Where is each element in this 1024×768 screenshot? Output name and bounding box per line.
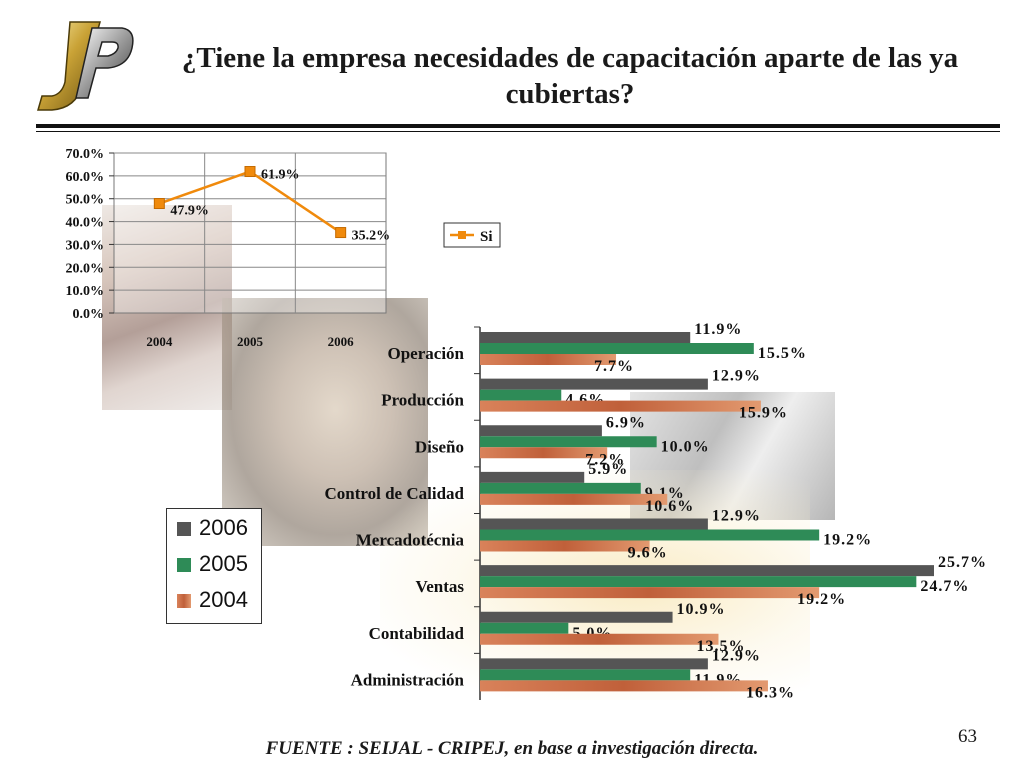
bar-2005	[480, 482, 641, 494]
background-photo-girl	[102, 205, 232, 410]
bar-2006	[480, 471, 585, 483]
bar-2005	[480, 529, 820, 541]
bar-category-label: Contabilidad	[369, 624, 465, 643]
bar-data-label: 7.7%	[594, 358, 634, 375]
title-rule-thin	[36, 131, 1000, 132]
bar-data-label: 24.7%	[920, 578, 969, 595]
bar-2004	[480, 354, 617, 365]
bar-category-label: Administración	[351, 670, 465, 689]
line-x-tick-label: 2005	[237, 334, 264, 349]
line-legend-label: Si	[480, 229, 493, 245]
bar-2006	[480, 518, 708, 530]
bar-category-label: Operación	[388, 344, 465, 363]
bar-2005	[480, 669, 691, 681]
bar-data-label: 15.5%	[758, 345, 807, 362]
title-rule-thick	[36, 124, 1000, 128]
bar-2004	[480, 540, 650, 552]
line-y-tick-label: 40.0%	[66, 216, 105, 231]
bar-2005	[480, 436, 657, 448]
bar-category-label: Mercadotécnia	[356, 531, 465, 550]
bar-2006	[480, 658, 708, 670]
bar-2006	[480, 611, 673, 623]
line-y-tick-label: 20.0%	[66, 261, 105, 276]
bar-category-label: Producción	[381, 391, 464, 410]
bar-data-label: 15.9%	[739, 405, 788, 422]
line-y-tick-label: 0.0%	[73, 307, 105, 322]
line-point	[244, 166, 256, 178]
bar-2006	[480, 425, 602, 437]
legend-label-2005: 2005	[199, 551, 248, 576]
bar-data-label: 12.9%	[712, 368, 761, 385]
bar-category-label: Ventas	[416, 577, 465, 596]
bar-data-label: 19.2%	[823, 532, 872, 549]
bar-chart-legend: 2006 2005 2004	[166, 508, 262, 624]
bar-2005	[480, 622, 569, 634]
line-legend-marker	[458, 231, 466, 239]
legend-swatch-2004	[177, 594, 191, 609]
bar-data-label: 11.9%	[694, 321, 742, 338]
slide-title: ¿Tiene la empresa necesidades de capacit…	[181, 42, 959, 110]
line-x-tick-label: 2004	[146, 334, 173, 349]
bar-data-label: 9.6%	[628, 545, 668, 562]
legend-label-2006: 2006	[199, 515, 248, 540]
bar-2006	[480, 565, 934, 577]
bar-2005	[480, 389, 562, 401]
line-y-tick-label: 60.0%	[66, 170, 105, 185]
bar-data-label: 10.6%	[645, 498, 694, 515]
bar-data-label: 6.9%	[606, 414, 646, 431]
line-data-label: 35.2%	[352, 229, 391, 244]
legend-swatch-2005	[177, 558, 191, 573]
bar-2004	[480, 680, 768, 692]
line-y-tick-label: 30.0%	[66, 238, 105, 253]
bar-2006	[480, 378, 708, 390]
legend-label-2004: 2004	[199, 587, 248, 612]
bar-data-label: 19.2%	[797, 591, 846, 608]
line-y-tick-label: 50.0%	[66, 193, 105, 208]
bar-2004	[480, 447, 608, 459]
source-note: FUENTE : SEIJAL - CRIPEJ, en base a inve…	[265, 738, 759, 759]
line-y-tick-label: 70.0%	[66, 147, 105, 162]
bar-data-label: 12.9%	[712, 508, 761, 525]
line-point	[153, 198, 165, 210]
line-y-tick-label: 10.0%	[66, 284, 105, 299]
line-point	[335, 227, 347, 239]
legend-item-2004: 2004	[177, 587, 248, 617]
bar-2006	[480, 332, 691, 343]
bar-data-label: 16.3%	[746, 684, 795, 701]
bar-data-label: 7.2%	[585, 451, 625, 468]
bar-data-label: 13.5%	[696, 638, 745, 655]
line-data-label: 47.9%	[170, 204, 209, 219]
legend-item-2006: 2006	[177, 515, 248, 545]
bar-2004	[480, 400, 761, 412]
legend-item-2005: 2005	[177, 551, 248, 581]
bar-2004	[480, 587, 820, 599]
bar-data-label: 10.9%	[677, 601, 726, 618]
page-number: 63	[958, 726, 977, 747]
bar-data-label: 5.9%	[588, 461, 628, 478]
bar-data-label: 12.9%	[712, 647, 761, 664]
bar-category-label: Diseño	[415, 437, 464, 456]
bar-2005	[480, 576, 917, 588]
bar-2004	[480, 633, 719, 645]
bar-data-label: 10.0%	[661, 438, 710, 455]
line-data-label: 61.9%	[261, 168, 300, 183]
bar-2005	[480, 343, 754, 354]
bar-2004	[480, 493, 668, 505]
bar-category-label: Control de Calidad	[325, 484, 465, 503]
bar-data-label: 25.7%	[938, 554, 987, 571]
line-x-tick-label: 2006	[328, 334, 355, 349]
legend-swatch-2006	[177, 522, 191, 537]
jp-logo	[37, 21, 134, 111]
